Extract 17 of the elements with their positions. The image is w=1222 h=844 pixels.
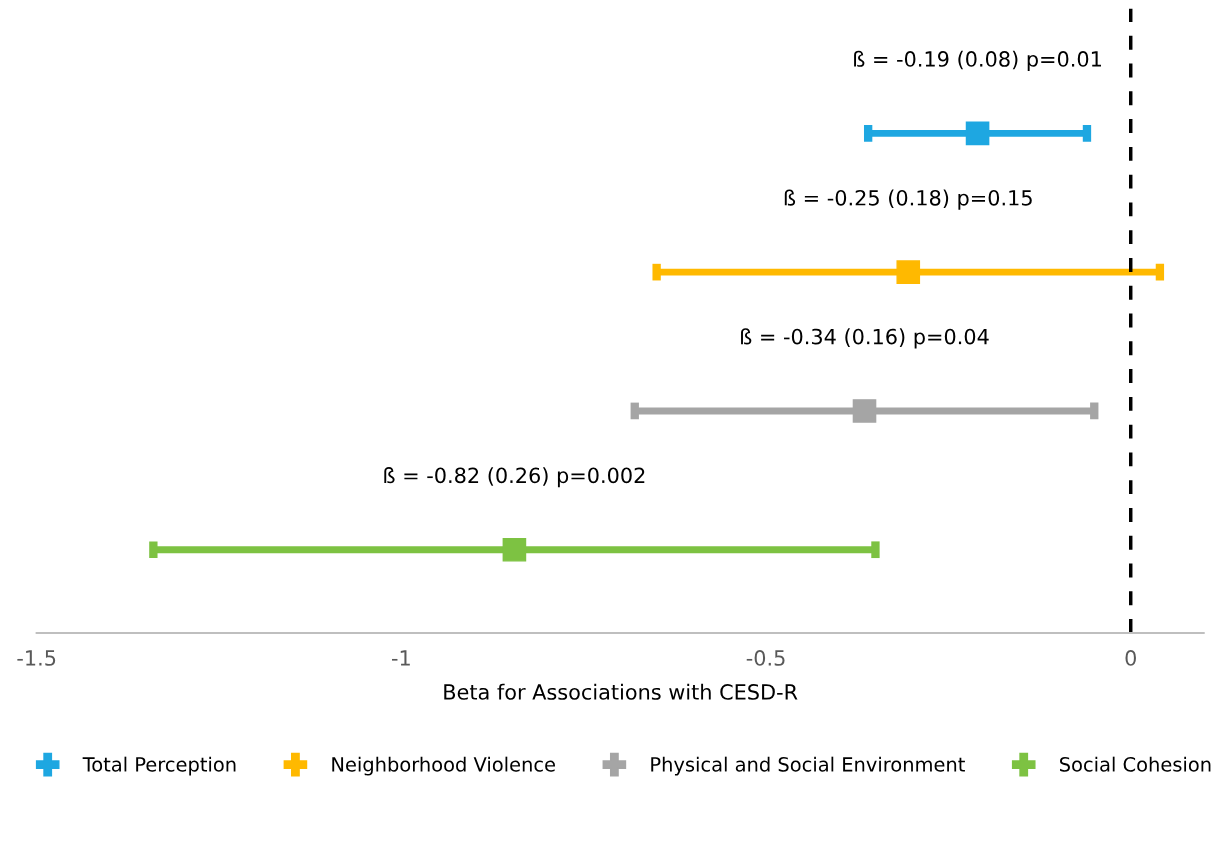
legend-label: Neighborhood Violence	[332, 756, 555, 776]
x-tick-label: 0	[1125, 650, 1136, 666]
point	[896, 260, 921, 284]
point	[502, 537, 527, 562]
legend-label: Physical and Social Environment	[651, 756, 965, 776]
legend-label: Social Cohesion	[1060, 756, 1211, 772]
x-tick-label: -1.5	[17, 650, 56, 666]
x-tick-label: -1	[391, 650, 410, 666]
x-tick-label: -0.5	[746, 650, 785, 666]
annotation: ß = -0.34 (0.16) p=0.04	[741, 328, 989, 349]
point	[965, 121, 990, 146]
annotation: ß = -0.82 (0.26) p=0.002	[384, 467, 645, 488]
annotation: ß = -0.19 (0.08) p=0.01	[854, 50, 1101, 71]
legend-label: Total Perception	[82, 756, 236, 776]
point	[852, 399, 877, 423]
annotation: ß = -0.25 (0.18) p=0.15	[784, 189, 1032, 210]
x-axis-title: Beta for Associations with CESD-R	[444, 683, 798, 700]
